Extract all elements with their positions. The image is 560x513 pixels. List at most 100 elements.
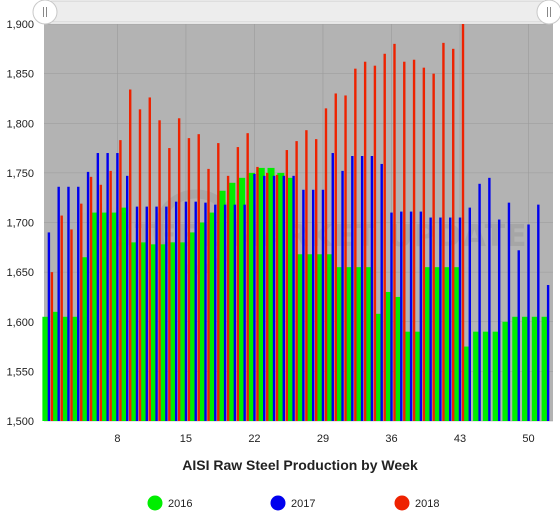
x-tick-label: 43 [454,433,466,445]
bar-2017-week-9 [126,175,129,421]
bar-2016-week-30 [326,254,334,421]
bar-2018-week-19 [226,175,230,421]
bar-2018-week-36 [393,43,396,421]
bar-2017-week-39 [419,211,423,421]
bar-2017-week-51 [537,204,540,421]
bar-2017-week-29 [321,189,325,421]
bar-2016-week-4 [71,316,79,421]
navigator-right-handle[interactable] [536,0,560,25]
chart-title: AISI Raw Steel Production by Week [182,457,418,473]
bar-2016-week-46 [482,331,490,421]
bar-2016-week-39 [414,331,422,421]
bar-2017-week-10 [135,206,139,421]
bar-2017-week-14 [174,201,178,421]
bar-2016-week-34 [365,267,373,421]
bar-2016-week-5 [81,257,89,421]
bar-2017-week-35 [380,163,383,421]
bar-2016-week-45 [473,331,481,421]
bar-2018-week-14 [177,118,181,421]
bar-2018-week-13 [168,148,171,421]
bar-2017-week-22 [253,173,256,421]
bar-2016-week-7 [101,212,109,421]
y-tick-label: 1,750 [6,168,34,180]
bar-2018-week-34 [373,65,377,421]
legend-label-2018: 2018 [415,498,439,510]
bar-2017-week-4 [77,186,80,421]
x-tick-label: 50 [522,433,534,445]
bar-2017-week-2 [57,186,60,421]
bar-2018-week-16 [197,134,200,422]
bar-2016-week-48 [502,321,510,421]
bar-2016-week-12 [150,244,158,421]
bar-2018-week-25 [285,150,289,422]
bar-2018-week-32 [354,68,357,421]
bar-2017-week-48 [507,202,511,421]
y-tick-label: 1,700 [6,218,34,230]
bar-2016-week-35 [375,313,383,421]
bar-2017-week-47 [497,219,501,421]
bar-2017-week-1 [47,232,51,421]
bar-2016-week-25 [277,172,285,421]
bar-2016-week-51 [531,316,539,421]
bar-2018-week-38 [412,59,416,421]
bar-2016-week-14 [169,242,177,421]
bar-2016-week-36 [384,291,392,421]
bars [42,24,550,422]
bar-2017-week-12 [155,206,158,421]
x-tick-label: 29 [317,433,329,445]
bar-2018-week-18 [217,143,220,421]
bar-2018-week-40 [432,73,435,421]
bar-2017-week-45 [478,183,481,421]
bar-2018-week-37 [403,61,406,422]
bar-2016-week-6 [91,212,99,421]
bar-2018-week-35 [383,53,386,422]
bar-2017-week-37 [400,211,403,421]
bar-2016-week-33 [355,267,363,421]
navigator[interactable] [32,0,560,25]
bar-2018-week-5 [89,176,93,421]
bar-2018-week-22 [256,166,259,421]
x-tick-label: 22 [248,433,260,445]
legend: 2016 2017 2018 [147,495,439,511]
bar-2016-week-32 [345,267,353,421]
legend-marker-2017 [270,495,286,511]
bar-2016-week-31 [336,267,344,421]
bar-2016-week-47 [492,331,500,421]
bar-2016-week-23 [257,167,265,421]
bar-2018-week-29 [324,108,328,422]
bar-2018-week-27 [305,130,308,421]
bar-2016-week-9 [120,207,128,421]
bar-2016-week-27 [296,254,304,421]
x-tick-label: 36 [385,433,397,445]
y-tick-label: 1,650 [6,267,34,279]
bar-2017-week-30 [331,153,334,421]
bar-2018-week-41 [442,42,445,422]
bar-2017-week-49 [517,250,520,421]
navigator-left-handle[interactable] [32,0,58,25]
bar-2017-week-15 [184,201,188,421]
bar-2016-week-49 [512,316,520,421]
bar-2018-week-1 [50,272,54,421]
legend-label-2016: 2016 [168,498,192,510]
legend-label-2017: 2017 [291,498,315,510]
bar-2018-week-21 [246,133,249,422]
bar-2017-week-36 [390,212,393,421]
bar-2018-week-10 [138,109,142,421]
bar-2016-week-1 [42,316,50,421]
bar-2017-week-43 [458,217,462,421]
bar-2016-week-40 [424,267,432,421]
bar-2016-week-38 [404,331,412,421]
navigator-track[interactable] [41,0,557,23]
bar-2017-week-40 [429,217,432,421]
bar-2016-week-15 [179,242,187,421]
y-tick-label: 1,500 [6,416,34,428]
bar-2018-week-43 [461,24,465,421]
bar-2017-week-19 [223,204,227,421]
y-axis: 1,500 1,550 1,600 1,650 1,700 1,750 1,800 1,850… [6,19,34,428]
bar-2016-week-50 [522,316,530,421]
bar-2017-week-7 [106,153,109,421]
legend-marker-2016 [147,495,163,511]
bar-2018-week-30 [334,93,337,421]
bar-2017-week-6 [96,153,100,421]
bar-2017-week-5 [86,171,90,421]
